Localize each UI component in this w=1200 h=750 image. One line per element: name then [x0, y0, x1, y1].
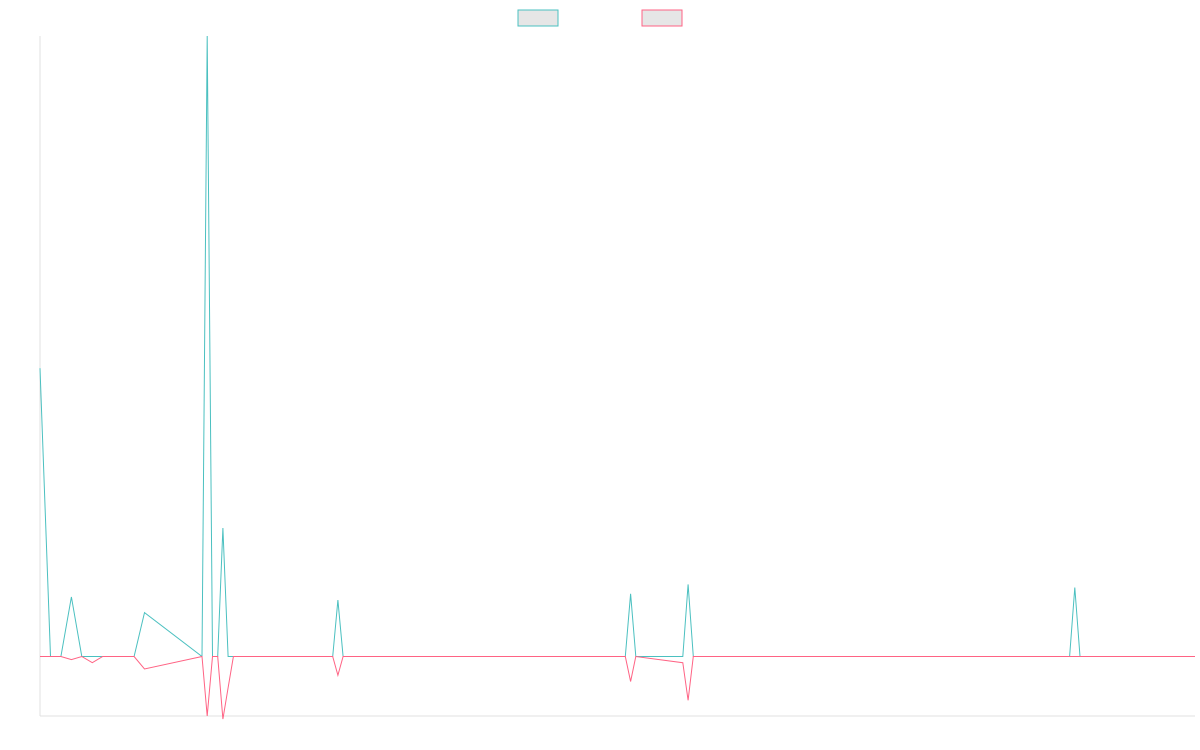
plot-area: [39, 35, 1195, 720]
series-line-2: [40, 655, 1195, 720]
legend[interactable]: [517, 9, 683, 27]
series-line-1: [39, 35, 1195, 658]
legend-swatch-2[interactable]: [641, 9, 683, 27]
legend-swatch-1[interactable]: [517, 9, 559, 27]
